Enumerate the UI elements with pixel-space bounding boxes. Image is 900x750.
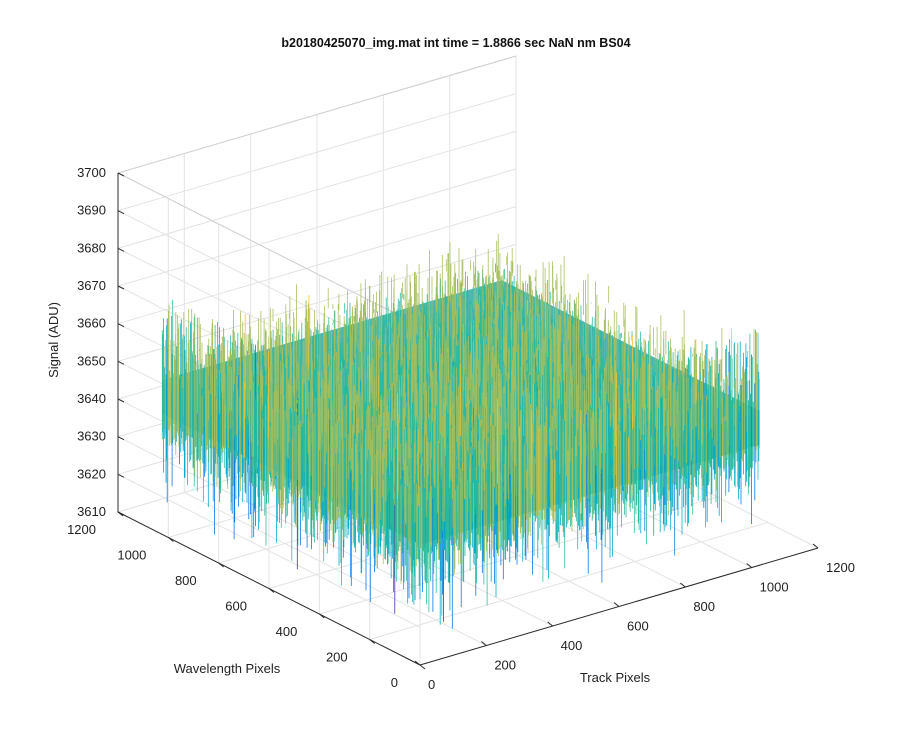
x-tick-label: 800	[693, 599, 715, 614]
y-tick-label: 600	[225, 599, 247, 614]
y-tick-mark	[168, 537, 174, 542]
x-tick-mark	[481, 641, 487, 646]
y-tick-label: 400	[276, 624, 298, 639]
y-tick-label: 200	[326, 650, 348, 665]
y-tick-label: 0	[391, 675, 398, 690]
x-tick-mark	[613, 602, 620, 607]
z-tick-mark	[117, 285, 125, 290]
z-tick-label: 3630	[77, 429, 106, 444]
y-tick-label: 800	[175, 573, 197, 588]
x-tick-mark	[414, 660, 421, 666]
axes-layer	[117, 172, 819, 670]
surface-mesh-lines	[163, 234, 758, 584]
z-tick-mark	[117, 473, 125, 478]
y-tick-mark	[218, 562, 224, 568]
y-tick-mark	[419, 664, 426, 670]
z-tick-mark	[117, 360, 125, 365]
surface-layer	[161, 234, 760, 629]
z-tick-label: 3640	[77, 391, 106, 406]
z-tick-label: 3700	[77, 165, 106, 180]
z-tick-label: 3670	[77, 278, 106, 293]
z-tick-mark	[117, 210, 125, 215]
box-edge	[117, 55, 517, 174]
z-tick-mark	[117, 247, 125, 252]
x-tick-label: 400	[561, 638, 583, 653]
z-tick-label: 3660	[77, 316, 106, 331]
z-tick-mark	[117, 323, 125, 328]
x-tick-mark	[746, 563, 752, 568]
z-axis-label: Signal (ADU)	[46, 302, 61, 378]
y-tick-mark	[268, 588, 275, 593]
x-tick-label: 0	[428, 677, 435, 692]
z-tick-mark	[117, 398, 125, 403]
y-axis-label: Wavelength Pixels	[174, 661, 281, 676]
x-tick-mark	[680, 582, 686, 588]
x-tick-mark	[812, 543, 819, 549]
x-tick-mark	[547, 621, 553, 627]
y-tick-mark	[369, 639, 375, 644]
x-tick-label: 600	[627, 619, 649, 634]
z-tick-mark	[117, 436, 125, 441]
z-tick-label: 3620	[77, 466, 106, 481]
z-tick-mark	[117, 172, 125, 177]
y-tick-mark	[319, 613, 325, 619]
x-axis-label: Track Pixels	[580, 670, 651, 685]
x-tick-label: 1200	[826, 560, 855, 575]
y-tick-label: 1200	[67, 522, 96, 537]
y-tick-mark	[117, 511, 124, 517]
x-tick-label: 200	[494, 658, 516, 673]
z-tick-label: 3690	[77, 203, 106, 218]
x-tick-label: 1000	[760, 580, 789, 595]
z-tick-label: 3650	[77, 353, 106, 368]
y-tick-label: 1000	[117, 548, 146, 563]
tick-layer: 3610 3620 3630 3640 3650 3660 3670 3680 3690 3700…	[67, 165, 855, 692]
z-tick-label: 3680	[77, 240, 106, 255]
chart-title: b20180425070_img.mat int time = 1.8866 s…	[281, 36, 630, 50]
surface-mesh-lines	[244, 283, 760, 534]
z-tick-label: 3610	[77, 504, 106, 519]
